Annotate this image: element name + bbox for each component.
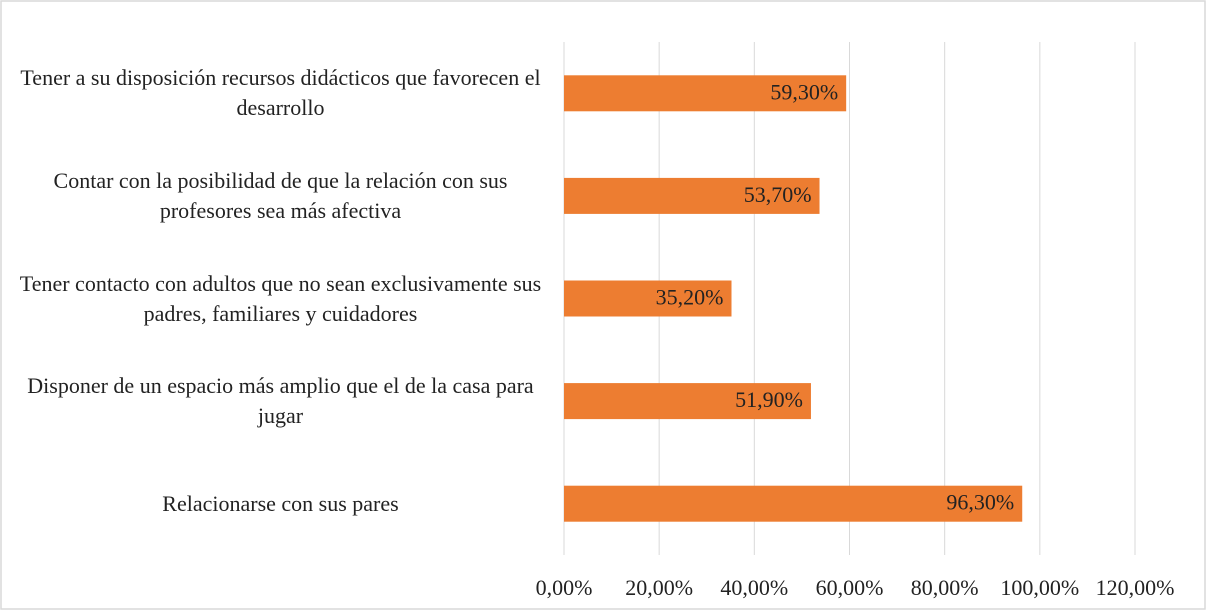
data-label: 51,90% bbox=[735, 387, 803, 412]
data-label: 35,20% bbox=[656, 285, 724, 310]
bar bbox=[564, 280, 732, 317]
data-label: 53,70% bbox=[744, 182, 812, 207]
data-label: 96,30% bbox=[946, 490, 1014, 515]
category-label: Relacionarse con sus pares bbox=[162, 490, 399, 516]
x-tick-label: 40,00% bbox=[720, 575, 788, 600]
bar bbox=[564, 383, 811, 420]
category-label: Tener contacto con adultos que no sean e… bbox=[19, 270, 542, 326]
category-label: Tener a su disposición recursos didáctic… bbox=[20, 65, 541, 121]
category-label: Disponer de un espacio más amplio que el… bbox=[27, 373, 534, 429]
bar bbox=[564, 177, 820, 214]
data-label: 59,30% bbox=[770, 79, 838, 104]
x-tick-label: 0,00% bbox=[536, 575, 593, 600]
x-tick-label: 100,00% bbox=[1000, 575, 1079, 600]
x-tick-label: 60,00% bbox=[816, 575, 884, 600]
bar bbox=[564, 485, 1023, 522]
x-tick-label: 20,00% bbox=[625, 575, 693, 600]
bar bbox=[564, 75, 847, 112]
x-tick-label: 80,00% bbox=[911, 575, 979, 600]
x-tick-label: 120,00% bbox=[1096, 575, 1175, 600]
category-label: Contar con la posibilidad de que la rela… bbox=[53, 167, 508, 223]
